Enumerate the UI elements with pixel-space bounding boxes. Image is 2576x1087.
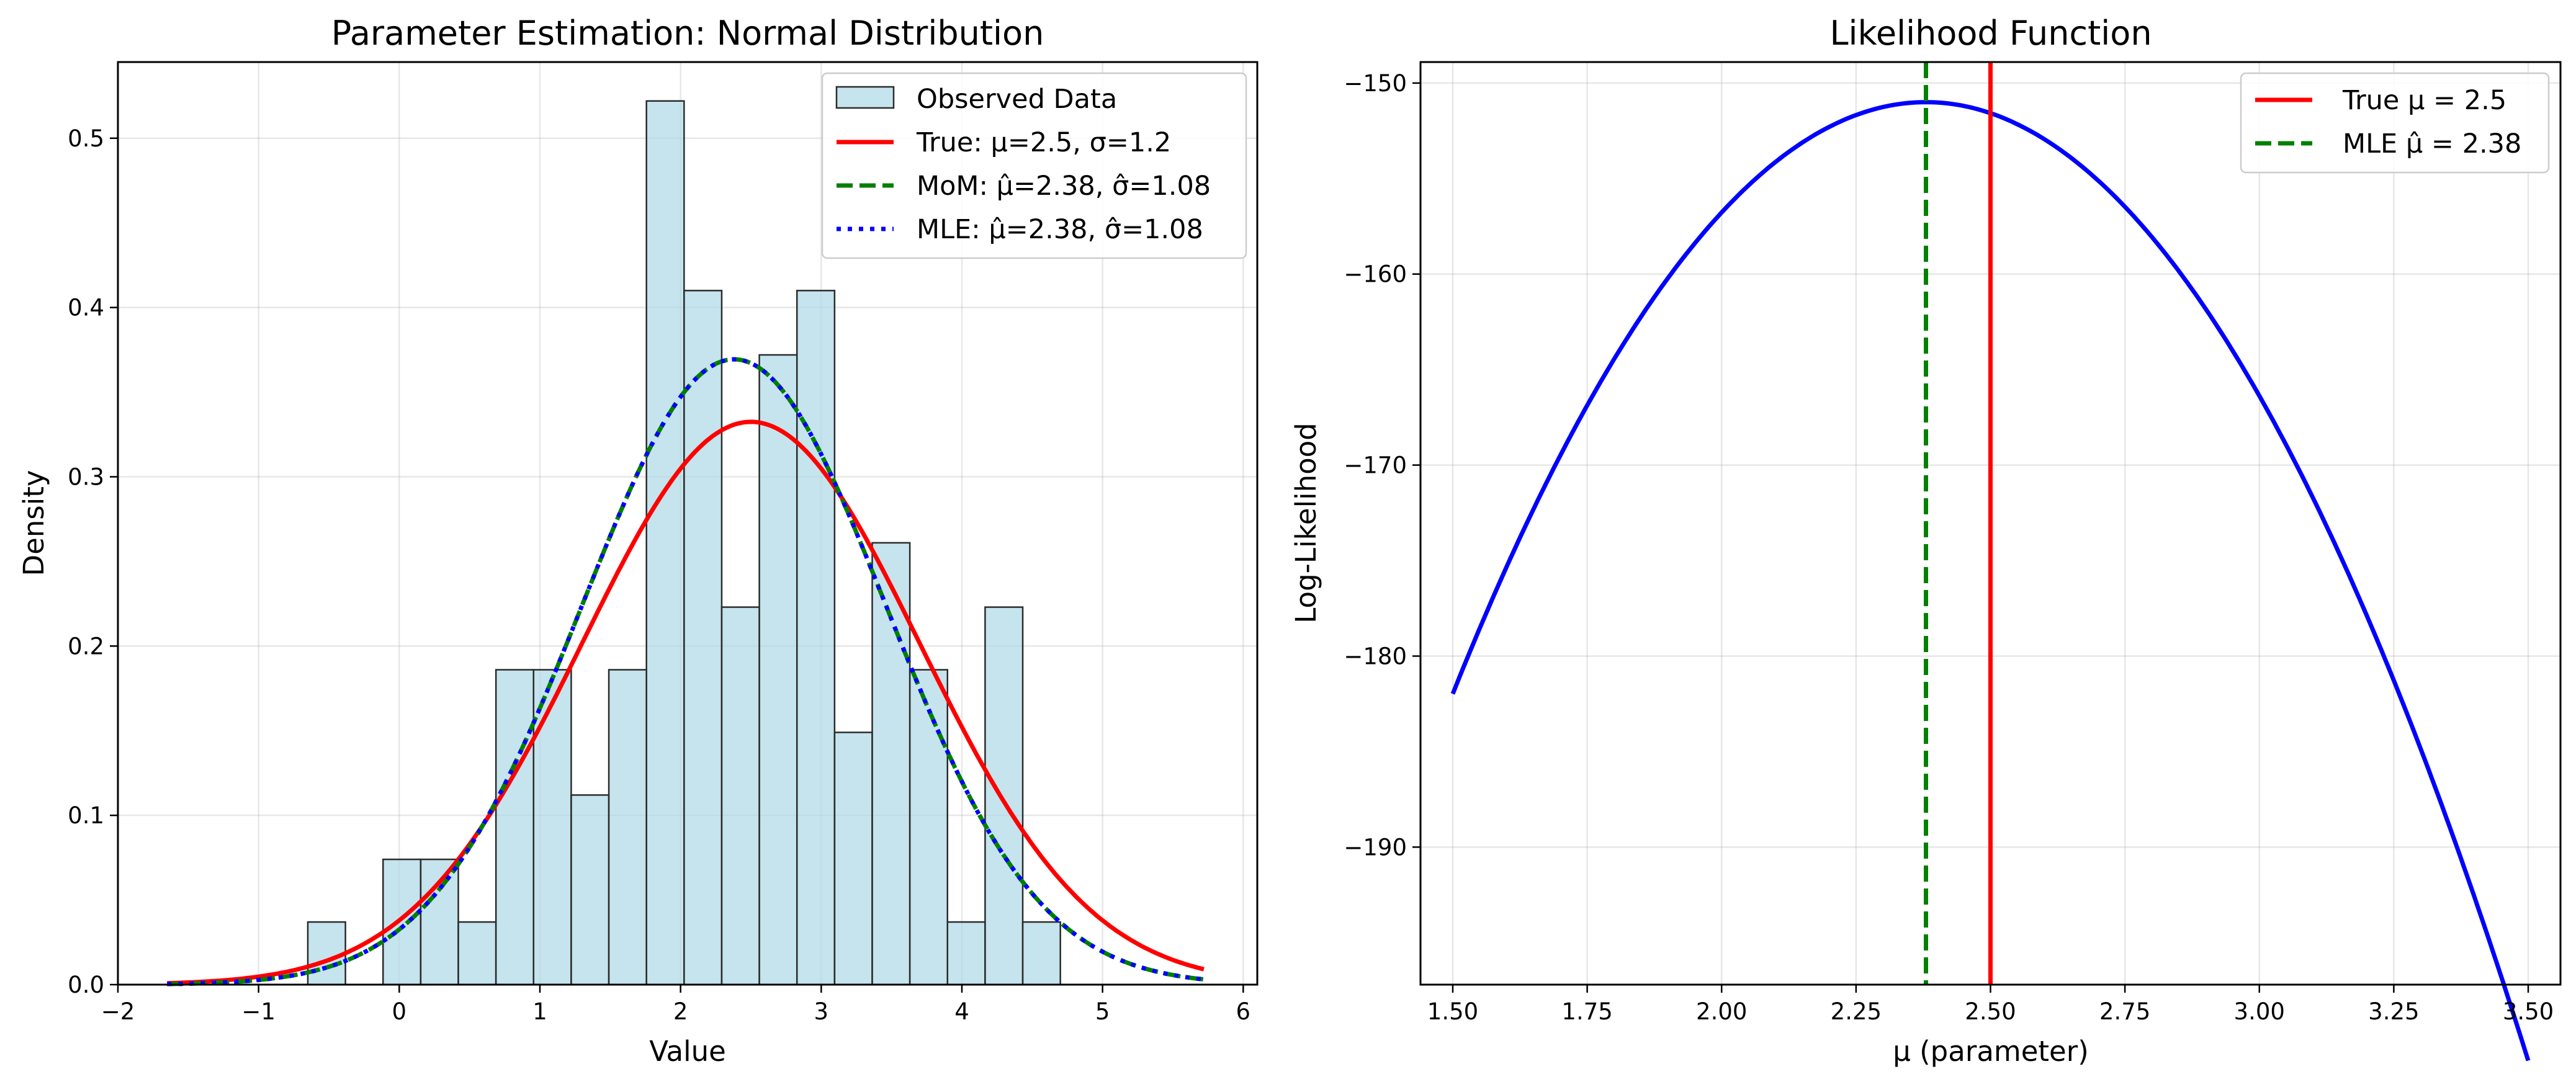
chart1-legend: Observed Data True: μ=2.5, σ=1.2 MoM: μ̂… bbox=[821, 72, 1247, 259]
x-tick-label: 1.50 bbox=[1427, 998, 1478, 1025]
x-tick-label: 3 bbox=[814, 998, 829, 1025]
x-tick-label: 5 bbox=[1095, 998, 1110, 1025]
legend-label-mle: MLE: μ̂=2.38, σ̂=1.08 bbox=[917, 214, 1203, 245]
x-tick-label: 2.25 bbox=[1831, 998, 1882, 1025]
x-tick-label: 0 bbox=[392, 998, 407, 1025]
chart1-x-ticks: −2 −1 0 1 2 3 4 5 6 bbox=[101, 985, 1250, 1025]
y-tick-label: 0.1 bbox=[68, 802, 104, 829]
y-tick-label: 0.0 bbox=[68, 972, 104, 998]
histogram-bar bbox=[645, 100, 685, 986]
histogram-bar bbox=[909, 669, 949, 986]
histogram-bar bbox=[420, 858, 459, 986]
x-tick-label: 1.75 bbox=[1561, 998, 1612, 1025]
likelihood-chart: Likelihood Function 1.50 1.75 2.00 2.25 2.50… bbox=[1290, 14, 2562, 1068]
chart2-lines bbox=[1450, 62, 2531, 1062]
histogram-chart: Parameter Estimation: Normal Distributio… bbox=[17, 14, 1259, 1068]
histogram-bar bbox=[946, 921, 986, 986]
histogram-bar bbox=[683, 290, 723, 986]
y-tick-label: −150 bbox=[1344, 70, 1407, 97]
chart2-x-ticks: 1.50 1.75 2.00 2.25 2.50 2.75 3.00 3.25 3.50 bbox=[1427, 985, 2554, 1025]
x-tick-label: 2.50 bbox=[1965, 998, 2016, 1025]
y-tick-label: −160 bbox=[1344, 261, 1407, 288]
chart2-title: Likelihood Function bbox=[1829, 14, 2152, 53]
x-tick-label: 4 bbox=[954, 998, 969, 1025]
chart1-bars bbox=[307, 100, 1061, 986]
histogram-bar bbox=[495, 669, 535, 986]
y-tick-label: 0.2 bbox=[68, 633, 104, 660]
chart1-plot-frame bbox=[117, 61, 1259, 986]
y-tick-label: 0.3 bbox=[68, 463, 104, 490]
legend-label-mle-mu: MLE μ̂ = 2.38 bbox=[2343, 128, 2521, 159]
chart2-y-ticks: −150 −160 −170 −180 −190 bbox=[1344, 70, 1420, 861]
chart1-y-ticks: 0.0 0.1 0.2 0.3 0.4 0.5 bbox=[68, 125, 118, 998]
pdf-curve bbox=[167, 357, 1205, 986]
y-tick-label: 0.4 bbox=[68, 295, 104, 321]
chart1-legend-frame bbox=[821, 72, 1247, 259]
x-tick-label: 3.25 bbox=[2368, 998, 2419, 1025]
x-tick-label: 1 bbox=[532, 998, 547, 1025]
y-tick-label: −180 bbox=[1344, 643, 1407, 669]
chart2-legend-frame bbox=[2240, 72, 2550, 174]
histogram-bar bbox=[570, 794, 610, 986]
histogram-bar bbox=[758, 354, 798, 986]
chart2-x-axis-label: μ (parameter) bbox=[1893, 1035, 2089, 1068]
y-tick-label: −170 bbox=[1344, 452, 1407, 479]
legend-label-mom: MoM: μ̂=2.38, σ̂=1.08 bbox=[917, 171, 1211, 202]
chart1-title: Parameter Estimation: Normal Distributio… bbox=[331, 14, 1044, 53]
legend-label-observed: Observed Data bbox=[917, 84, 1117, 115]
chart1-y-axis-label: Density bbox=[17, 470, 50, 576]
histogram-bar bbox=[532, 669, 572, 986]
x-tick-label: 6 bbox=[1236, 998, 1251, 1025]
x-tick-label: 3.50 bbox=[2503, 998, 2554, 1025]
x-tick-label: 2.00 bbox=[1696, 998, 1747, 1025]
histogram-bar bbox=[382, 858, 422, 986]
legend-label-true-mu: True μ = 2.5 bbox=[2342, 85, 2506, 116]
chart1-curves bbox=[167, 357, 1205, 986]
legend-swatch-observed bbox=[835, 86, 895, 109]
histogram-bar bbox=[457, 921, 497, 986]
chart2-legend: True μ = 2.5 MLE μ̂ = 2.38 bbox=[2240, 72, 2550, 174]
chart1-x-axis-label: Value bbox=[649, 1035, 726, 1068]
histogram-bar bbox=[984, 606, 1024, 986]
histogram-bar bbox=[796, 290, 836, 986]
legend-label-true: True: μ=2.5, σ=1.2 bbox=[916, 127, 1171, 158]
x-tick-label: 2 bbox=[673, 998, 688, 1025]
histogram-bar bbox=[833, 731, 873, 986]
histogram-bar bbox=[720, 606, 760, 986]
y-tick-label: 0.5 bbox=[68, 125, 104, 152]
y-tick-label: −190 bbox=[1344, 834, 1407, 861]
x-tick-label: −2 bbox=[101, 998, 135, 1025]
histogram-bar bbox=[608, 669, 647, 986]
x-tick-label: 3.00 bbox=[2234, 998, 2285, 1025]
histogram-bar bbox=[1021, 921, 1061, 986]
x-tick-label: −1 bbox=[241, 998, 276, 1025]
chart2-y-axis-label: Log-Likelihood bbox=[1290, 423, 1322, 623]
x-tick-label: 2.75 bbox=[2099, 998, 2150, 1025]
pdf-curve bbox=[167, 419, 1205, 986]
